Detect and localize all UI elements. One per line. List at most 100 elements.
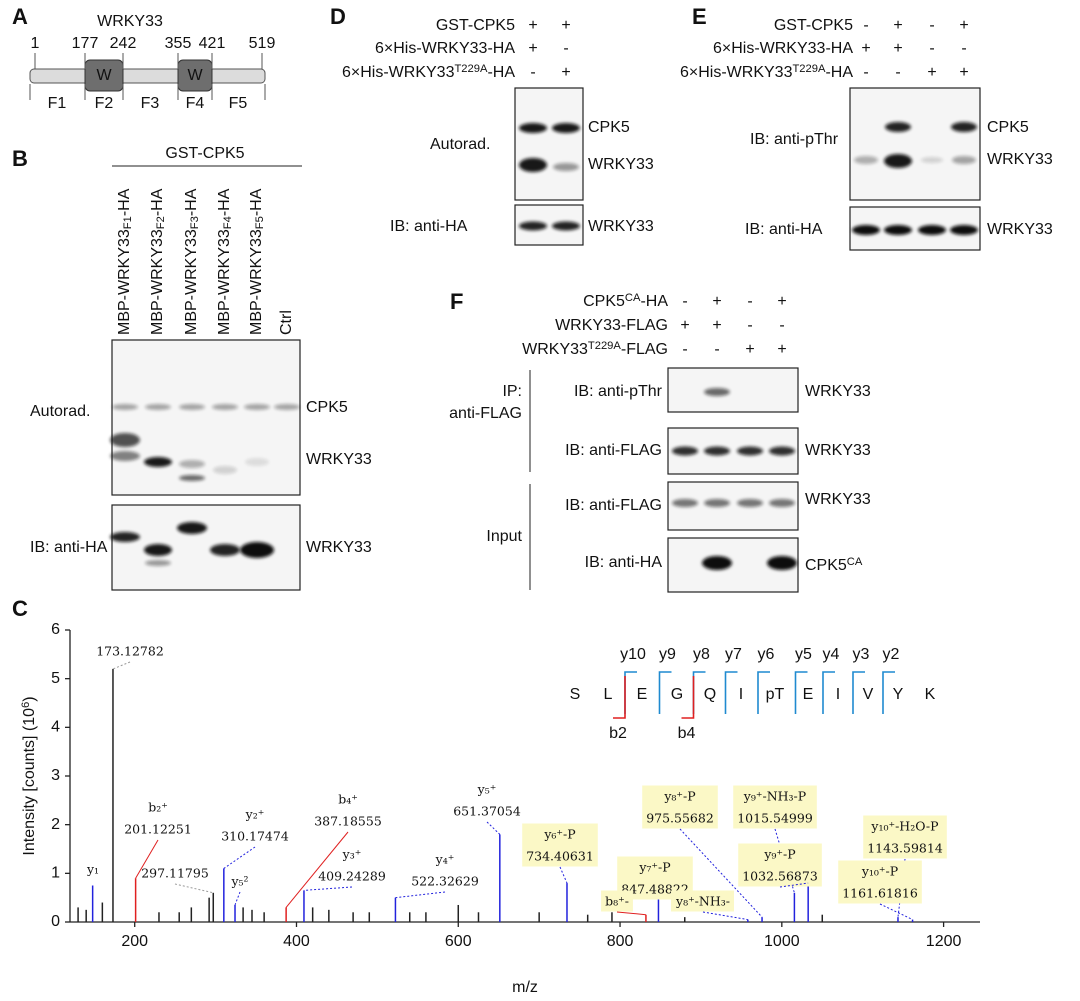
blot-band xyxy=(921,157,943,163)
x-tick-label: 800 xyxy=(607,933,634,950)
blot-band xyxy=(244,404,270,410)
residue: E xyxy=(637,686,648,703)
y-axis-label-part: ) xyxy=(21,696,38,701)
blot-band xyxy=(552,123,580,133)
residue: I xyxy=(836,686,840,703)
x-tick-label: 200 xyxy=(121,933,148,950)
blot-band xyxy=(245,458,269,466)
blot xyxy=(514,87,584,201)
blot xyxy=(111,339,301,496)
band-label: WRKY33 xyxy=(987,221,1053,238)
label-connector xyxy=(559,866,568,884)
lane-label-part: MBP-WRKY33 xyxy=(149,229,166,335)
condition-sign: - xyxy=(895,64,900,81)
blot-band xyxy=(769,499,795,507)
condition-label-part: T229A xyxy=(588,340,621,352)
condition-label-part: T229A xyxy=(454,63,487,75)
mz-label: 1015.54999 xyxy=(737,811,813,826)
x-tick-label: 1200 xyxy=(926,933,962,950)
blot-band xyxy=(767,556,797,570)
band-label-part: CPK5 xyxy=(805,557,847,574)
blot-band xyxy=(672,499,698,507)
lane-label-part: MBP-WRKY33 xyxy=(116,229,133,335)
residue: L xyxy=(604,686,613,703)
blot-band xyxy=(884,225,912,235)
lane-label-part: -HA xyxy=(183,188,200,216)
y-ion-label: y2 xyxy=(883,646,900,663)
treatment-label: GST-CPK5 xyxy=(165,145,244,162)
lane-label-part: -HA xyxy=(149,188,166,216)
condition-label: 6×His-WRKY33-HA xyxy=(375,40,515,57)
ion-label: y₉⁺-NH₃-P xyxy=(743,789,806,804)
band-label: WRKY33 xyxy=(987,151,1053,168)
y-ion-label: y9 xyxy=(659,646,676,663)
y-ion-bracket xyxy=(794,671,808,714)
position-label: 1 xyxy=(31,35,40,52)
x-axis-label: m/z xyxy=(512,979,538,996)
domain-box xyxy=(177,59,213,92)
condition-label: 6×His-WRKY33T229A-HA xyxy=(680,63,853,82)
row-label: IB: anti-FLAG xyxy=(565,442,662,459)
x-tick-label: 600 xyxy=(445,933,472,950)
lane-label: MBP-WRKY33F5-HA xyxy=(248,188,265,335)
label-highlight xyxy=(863,815,947,859)
fragment-label: F2 xyxy=(95,95,114,112)
position-label: 355 xyxy=(165,35,192,52)
condition-label: WRKY33-FLAG xyxy=(555,317,668,334)
label-highlight xyxy=(838,860,922,904)
condition-sign: - xyxy=(682,341,687,358)
ion-label: y₃⁺ xyxy=(342,847,362,862)
lane-label-part: F4 xyxy=(222,216,234,229)
blot-band xyxy=(854,156,878,164)
condition-sign: - xyxy=(747,293,752,310)
blot-band xyxy=(110,451,140,461)
protein-name: WRKY33 xyxy=(97,13,163,30)
ion-label: b₂⁺ xyxy=(148,800,168,815)
blot-band xyxy=(951,122,977,132)
ion-label: y₅² xyxy=(230,874,248,889)
position-label: 242 xyxy=(110,35,137,52)
y-ion-label: y10 xyxy=(620,646,646,663)
blot-band xyxy=(950,225,978,235)
label-connector xyxy=(174,883,214,894)
lane-label: MBP-WRKY33F3-HA xyxy=(183,188,200,335)
lane-label-part: -HA xyxy=(216,188,233,216)
blot-band xyxy=(672,446,698,456)
blot-band xyxy=(885,122,911,132)
row-label: IB: anti-pThr xyxy=(750,131,839,148)
residue: Q xyxy=(704,686,716,703)
condition-sign: - xyxy=(530,64,535,81)
label-connector xyxy=(234,891,241,906)
lane-label: Ctrl xyxy=(278,310,295,335)
ion-label: y₆⁺-P xyxy=(543,827,575,842)
condition-label-part: -FLAG xyxy=(621,341,668,358)
lane-label-part: MBP-WRKY33 xyxy=(183,229,200,335)
blot-band xyxy=(177,522,207,534)
panel-letter: A xyxy=(12,4,28,29)
panel-letter: F xyxy=(450,289,463,314)
y-ion-label: y6 xyxy=(758,646,775,663)
blot-band xyxy=(110,433,140,447)
condition-sign: + xyxy=(528,17,537,34)
panel-letter: B xyxy=(12,146,28,171)
y-ion-bracket xyxy=(822,671,835,714)
blot-band xyxy=(737,446,763,456)
blot-band xyxy=(213,466,237,474)
band-label: CPK5CA xyxy=(805,556,863,575)
lane-label-part: F5 xyxy=(254,216,266,229)
mz-label: 522.32629 xyxy=(411,874,479,889)
row-label: IB: anti-HA xyxy=(390,218,468,235)
row-label: IB: anti-HA xyxy=(585,554,663,571)
lane-label-part: -HA xyxy=(248,188,265,216)
band-label: WRKY33 xyxy=(805,491,871,508)
row-label: IB: anti-HA xyxy=(30,539,108,556)
y-tick-label: 3 xyxy=(51,767,60,784)
condition-label-part: CA xyxy=(625,292,641,304)
ion-label: y₈⁺-NH₃- xyxy=(675,894,730,909)
fragment-label: F4 xyxy=(186,95,205,112)
y-tick-label: 4 xyxy=(51,719,60,736)
condition-sign: - xyxy=(714,341,719,358)
residue: E xyxy=(803,686,814,703)
condition-sign: + xyxy=(680,317,689,334)
